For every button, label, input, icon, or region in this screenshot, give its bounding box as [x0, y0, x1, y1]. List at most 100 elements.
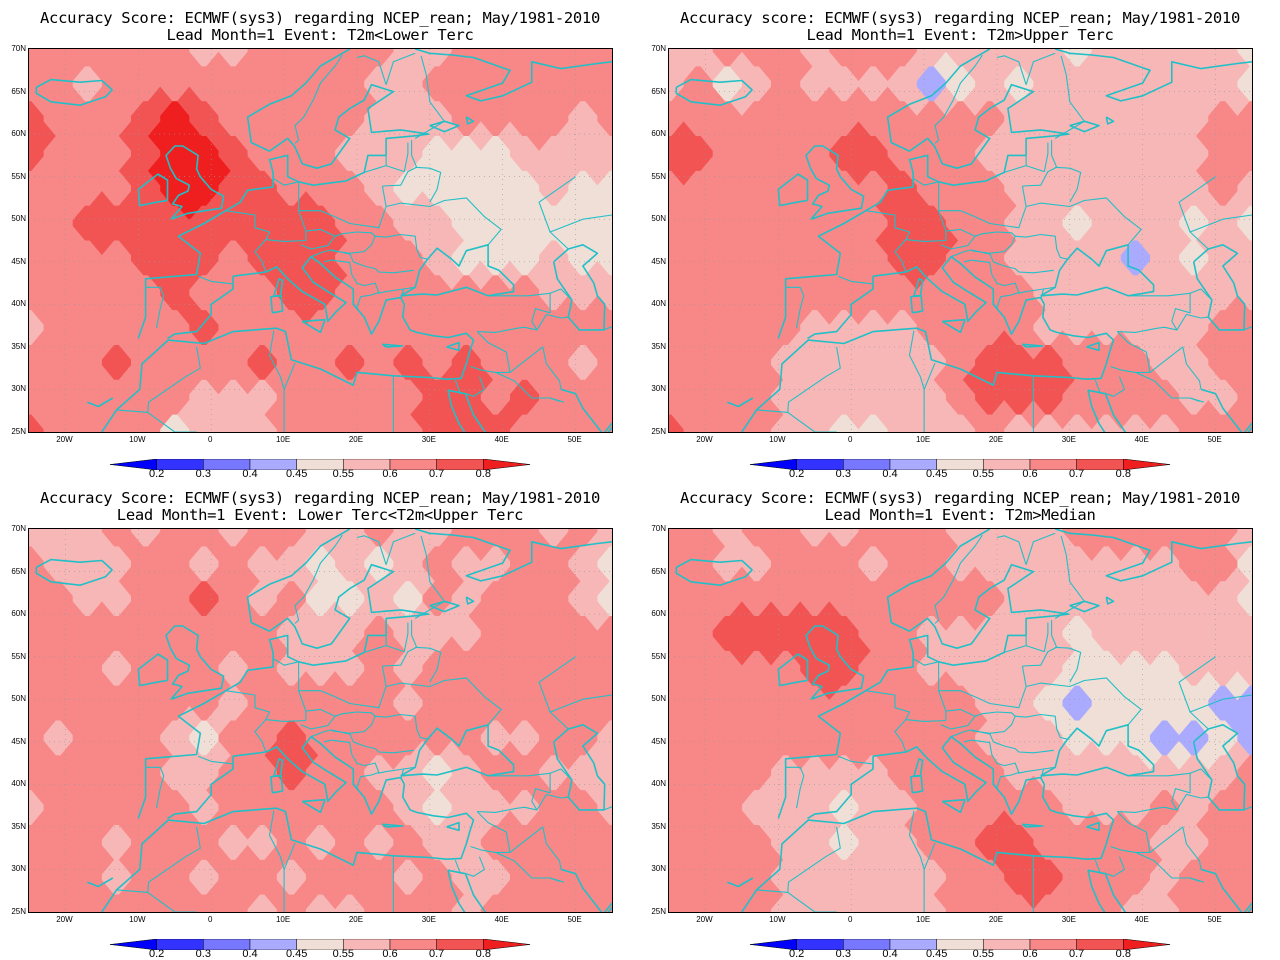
- field-patch: [1050, 365, 1075, 395]
- country-border: [963, 259, 1020, 308]
- country-border: [1017, 766, 1056, 774]
- field-patch: [758, 330, 784, 360]
- field-patch: [962, 566, 988, 596]
- field-patch: [556, 365, 581, 395]
- country-border: [382, 620, 418, 667]
- field-patch: [264, 601, 289, 631]
- field-patch: [147, 740, 173, 770]
- field-patch: [585, 705, 610, 736]
- country-border: [1189, 877, 1205, 883]
- field-patch: [962, 671, 988, 701]
- field-patch: [60, 260, 85, 290]
- country-border: [1189, 288, 1213, 301]
- field-patch: [60, 531, 85, 561]
- coastline: [741, 735, 1115, 912]
- colorbar-segment: [483, 458, 531, 471]
- field-patch: [497, 156, 523, 186]
- coastline: [777, 653, 809, 687]
- field-patch: [439, 260, 464, 290]
- colorbar-label: 0.55: [332, 468, 355, 480]
- field-patch: [147, 86, 173, 116]
- field-patch: [1196, 845, 1221, 875]
- panel-subtitle: Lead Month=1 Event: T2m>Median: [824, 506, 1096, 524]
- field-patch: [933, 531, 959, 561]
- field-patch: [147, 705, 173, 736]
- country-border: [283, 842, 296, 912]
- country-border: [116, 826, 201, 893]
- field-patch: [585, 880, 610, 910]
- field-patch: [118, 601, 144, 631]
- field-patch: [1137, 225, 1163, 256]
- field-patch: [1108, 880, 1134, 910]
- field-patch: [671, 295, 696, 325]
- field-patch: [352, 121, 377, 151]
- field-patch: [1225, 51, 1250, 81]
- field-patch: [235, 601, 260, 631]
- field-patch: [1021, 671, 1046, 701]
- field-patch: [1196, 566, 1221, 596]
- field-patch: [293, 260, 319, 290]
- field-patch: [264, 531, 289, 561]
- lon-tick-label: 10E: [275, 435, 291, 444]
- field-patch: [846, 156, 871, 186]
- country-border: [268, 810, 285, 870]
- field-patch: [992, 810, 1017, 840]
- field-patch: [992, 51, 1017, 81]
- field-patch: [700, 330, 725, 360]
- field-patch: [177, 51, 202, 81]
- field-patch: [846, 566, 871, 596]
- field-patch: [1166, 566, 1192, 596]
- field-patch: [293, 86, 319, 116]
- field-patch: [1225, 400, 1250, 430]
- field-patch: [962, 740, 988, 770]
- field-patch: [992, 566, 1017, 596]
- field-patch: [1166, 225, 1192, 256]
- coastline: [137, 529, 430, 819]
- field-patch: [933, 880, 959, 910]
- colorbar-segment: [1123, 458, 1171, 471]
- coastline: [1200, 868, 1252, 912]
- field-patch: [758, 295, 784, 325]
- field-patch: [206, 810, 231, 840]
- field-patch: [1137, 531, 1163, 561]
- field-patch: [817, 636, 842, 666]
- field-patch: [875, 121, 900, 151]
- graticule: [29, 529, 612, 912]
- coastline: [1069, 600, 1100, 613]
- lon-tick-label: 50E: [1207, 915, 1222, 924]
- country-border: [1149, 346, 1202, 390]
- country-border: [470, 811, 511, 853]
- country-border: [385, 197, 502, 246]
- field-patch: [177, 601, 202, 631]
- country-border: [1015, 713, 1068, 740]
- field-patch: [846, 295, 871, 325]
- country-border: [197, 755, 234, 765]
- lat-tick-label: 25N: [651, 907, 666, 916]
- field-patch: [31, 810, 56, 840]
- field-patch: [758, 705, 784, 736]
- field-patch: [526, 601, 552, 631]
- field-patch: [1196, 121, 1221, 151]
- field-patch: [60, 156, 85, 186]
- field-patch: [468, 810, 494, 840]
- country-border: [963, 739, 1020, 788]
- colorbar-label: 0.45: [925, 468, 948, 480]
- field-patch: [526, 86, 552, 116]
- coastline: [1244, 902, 1252, 912]
- field-patch: [875, 86, 900, 116]
- field-patch: [206, 671, 231, 701]
- colorbar-label: 0.45: [285, 468, 308, 480]
- country-border: [272, 177, 387, 229]
- coastline: [447, 869, 487, 912]
- field-patch: [875, 705, 900, 736]
- country-border: [1178, 176, 1216, 250]
- country-border: [996, 55, 1027, 85]
- field-patch: [31, 225, 56, 256]
- field-patch: [118, 671, 144, 701]
- field-patch: [381, 671, 406, 701]
- field-patch: [700, 191, 725, 221]
- coastline: [447, 870, 466, 912]
- field-patch: [147, 156, 173, 186]
- field-patch: [177, 156, 202, 186]
- coastlines: [675, 529, 1252, 912]
